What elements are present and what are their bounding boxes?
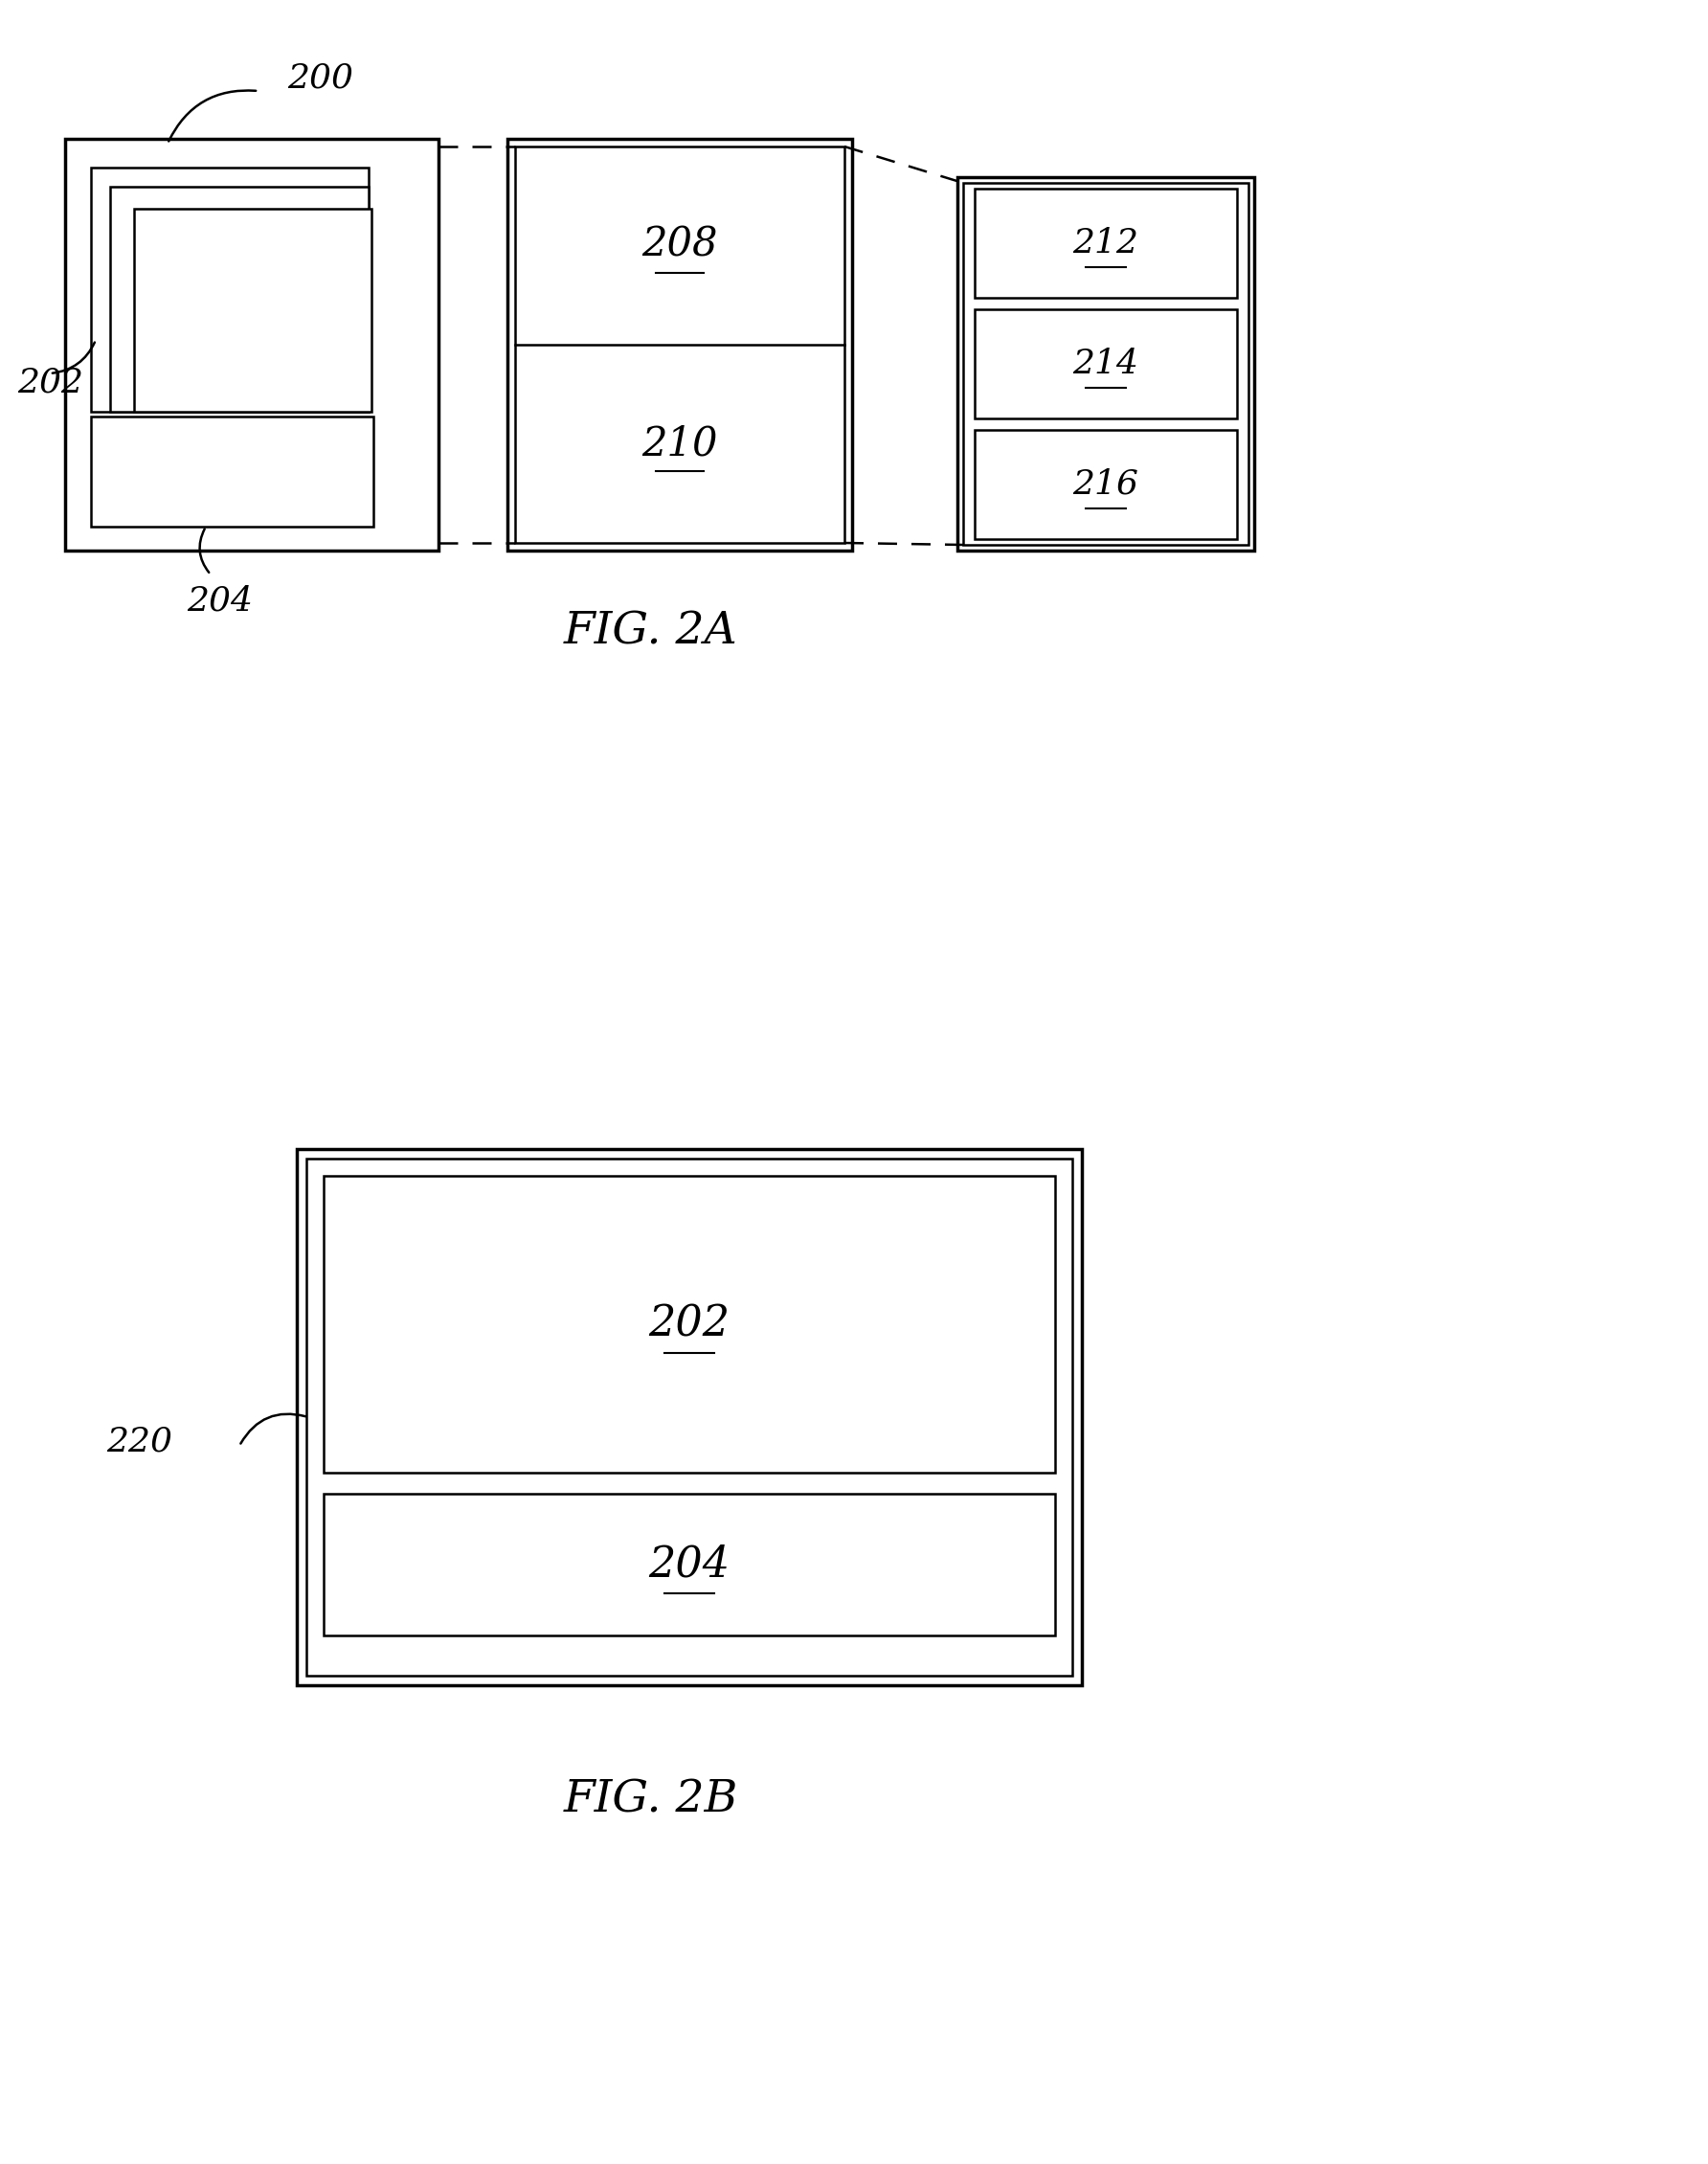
Bar (297, 1149, 1081, 1686)
Text: 214: 214 (1073, 348, 1139, 381)
Text: 216: 216 (1073, 467, 1139, 500)
Text: 220: 220 (106, 1424, 173, 1456)
Bar (133, 208, 371, 411)
Bar (975, 431, 1237, 539)
Bar (507, 138, 852, 550)
Bar (323, 1175, 1056, 1474)
Text: 202: 202 (17, 366, 84, 400)
Text: 212: 212 (1073, 227, 1139, 260)
Text: 202: 202 (649, 1303, 729, 1344)
Text: 204: 204 (649, 1543, 729, 1586)
Bar (958, 177, 1254, 550)
Text: 208: 208 (642, 225, 717, 266)
Bar (91, 167, 369, 411)
Text: FIG. 2B: FIG. 2B (564, 1779, 738, 1822)
Text: 204: 204 (186, 584, 253, 617)
Text: FIG. 2A: FIG. 2A (564, 610, 738, 654)
Bar (975, 309, 1237, 418)
Bar (516, 147, 844, 543)
Text: 210: 210 (642, 424, 717, 463)
Bar (963, 184, 1249, 545)
Bar (65, 138, 439, 550)
Bar (109, 186, 369, 411)
Bar (91, 415, 374, 526)
Text: 200: 200 (287, 63, 354, 95)
Bar (323, 1493, 1056, 1636)
Bar (975, 188, 1237, 299)
Bar (306, 1158, 1073, 1675)
